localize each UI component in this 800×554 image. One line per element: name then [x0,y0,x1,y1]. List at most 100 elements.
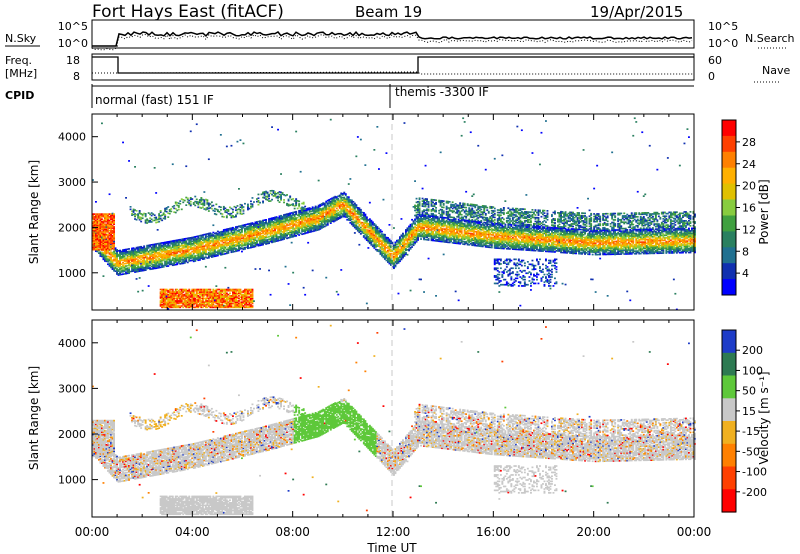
heatmap-cell [140,221,142,223]
heatmap-cell [155,192,157,194]
noise-tick-left-top: 10^5 [58,20,88,33]
heatmap-cell [232,211,234,213]
heatmap-cell [300,171,302,173]
heatmap-cell [348,196,350,198]
heatmap-cell [259,202,261,204]
heatmap-cell [122,142,124,144]
heatmap-cell [241,251,243,253]
heatmap-cell [115,247,117,249]
heatmap-cell [157,229,159,231]
heatmap-cell [211,208,213,210]
heatmap-cell [288,283,290,285]
heatmap-cell [241,204,243,206]
heatmap-cell [268,198,270,200]
heatmap-cell [376,226,378,228]
heatmap-cell [237,211,239,213]
heatmap-cell [250,201,252,203]
heatmap-cell [164,214,166,216]
heatmap-cell [325,277,327,279]
heatmap-cell [137,291,139,293]
heatmap-cell [240,209,242,211]
heatmap-cell [295,131,297,133]
heatmap-cell [298,203,300,205]
heatmap-cell [318,180,320,182]
heatmap-cell [384,234,386,236]
heatmap-cell [291,242,293,244]
heatmap-cell [169,213,171,215]
heatmap-cell [370,220,372,222]
nsky-label: N.Sky [5,32,37,45]
heatmap-cell [211,201,213,203]
heatmap-cell [303,202,305,204]
heatmap-cell [267,192,269,194]
heatmap-cell [134,166,136,168]
heatmap-cell [231,213,233,215]
heatmap-cell [259,268,261,270]
heatmap-cell [304,206,306,208]
heatmap-cell [243,209,245,211]
heatmap-cell [182,202,184,204]
heatmap-cell [130,209,132,211]
freq-label: Freq. [5,54,32,67]
heatmap-cell [252,197,254,199]
heatmap-cell [244,203,246,205]
heatmap-cell [169,245,171,247]
heatmap-cell [392,242,394,244]
heatmap-cell [348,183,350,185]
heatmap-cell [200,197,202,199]
heatmap-cell [330,119,332,121]
heatmap-cell [154,167,156,169]
heatmap-cell [364,214,366,216]
date-title: 19/Apr/2015 [590,3,683,21]
heatmap-cell [337,198,339,200]
heatmap-cell [238,188,240,190]
heatmap-cell [218,242,220,244]
heatmap-cell [196,123,198,125]
heatmap-cell [297,217,299,219]
heatmap-cell [375,225,377,227]
heatmap-cell [205,266,207,268]
heatmap-cell [352,201,354,203]
heatmap-cell [232,209,234,211]
heatmap-cell [373,223,375,225]
heatmap-cell [282,192,284,194]
heatmap-cell [343,192,345,194]
heatmap-cell [386,152,388,154]
heatmap-cell [378,168,380,170]
heatmap-cell [113,241,115,243]
heatmap-cell [185,240,187,242]
heatmap-cell [345,193,347,195]
heatmap-cell [173,205,175,207]
heatmap-cell [163,212,165,214]
heatmap-cell [288,199,290,201]
heatmap-cell [253,201,255,203]
station-title: Fort Hays East (fitACF) [92,2,284,22]
heatmap-cell [175,212,177,214]
heatmap-cell [190,201,192,203]
heatmap-cell [145,213,147,215]
heatmap-cell [383,199,385,201]
heatmap-cell [142,290,144,292]
heatmap-cell [221,213,223,215]
heatmap-cell [223,216,225,218]
heatmap-cell [355,204,357,206]
heatmap-cell [143,245,145,247]
heatmap-cell [215,214,217,216]
heatmap-cell [280,173,282,175]
heatmap-cell [298,234,300,236]
heatmap-cell [224,208,226,210]
heatmap-cell [393,227,395,229]
heatmap-cell [292,272,294,274]
heatmap-cell [337,209,339,211]
heatmap-cell [271,126,273,128]
heatmap-cell [387,237,389,239]
heatmap-cell [208,210,210,212]
heatmap-cell [181,209,183,211]
heatmap-cell [209,203,211,205]
heatmap-cell [355,156,357,158]
heatmap-cell [389,239,391,241]
heatmap-cell [202,206,204,208]
heatmap-cell [381,231,383,233]
heatmap-cell [136,219,138,221]
